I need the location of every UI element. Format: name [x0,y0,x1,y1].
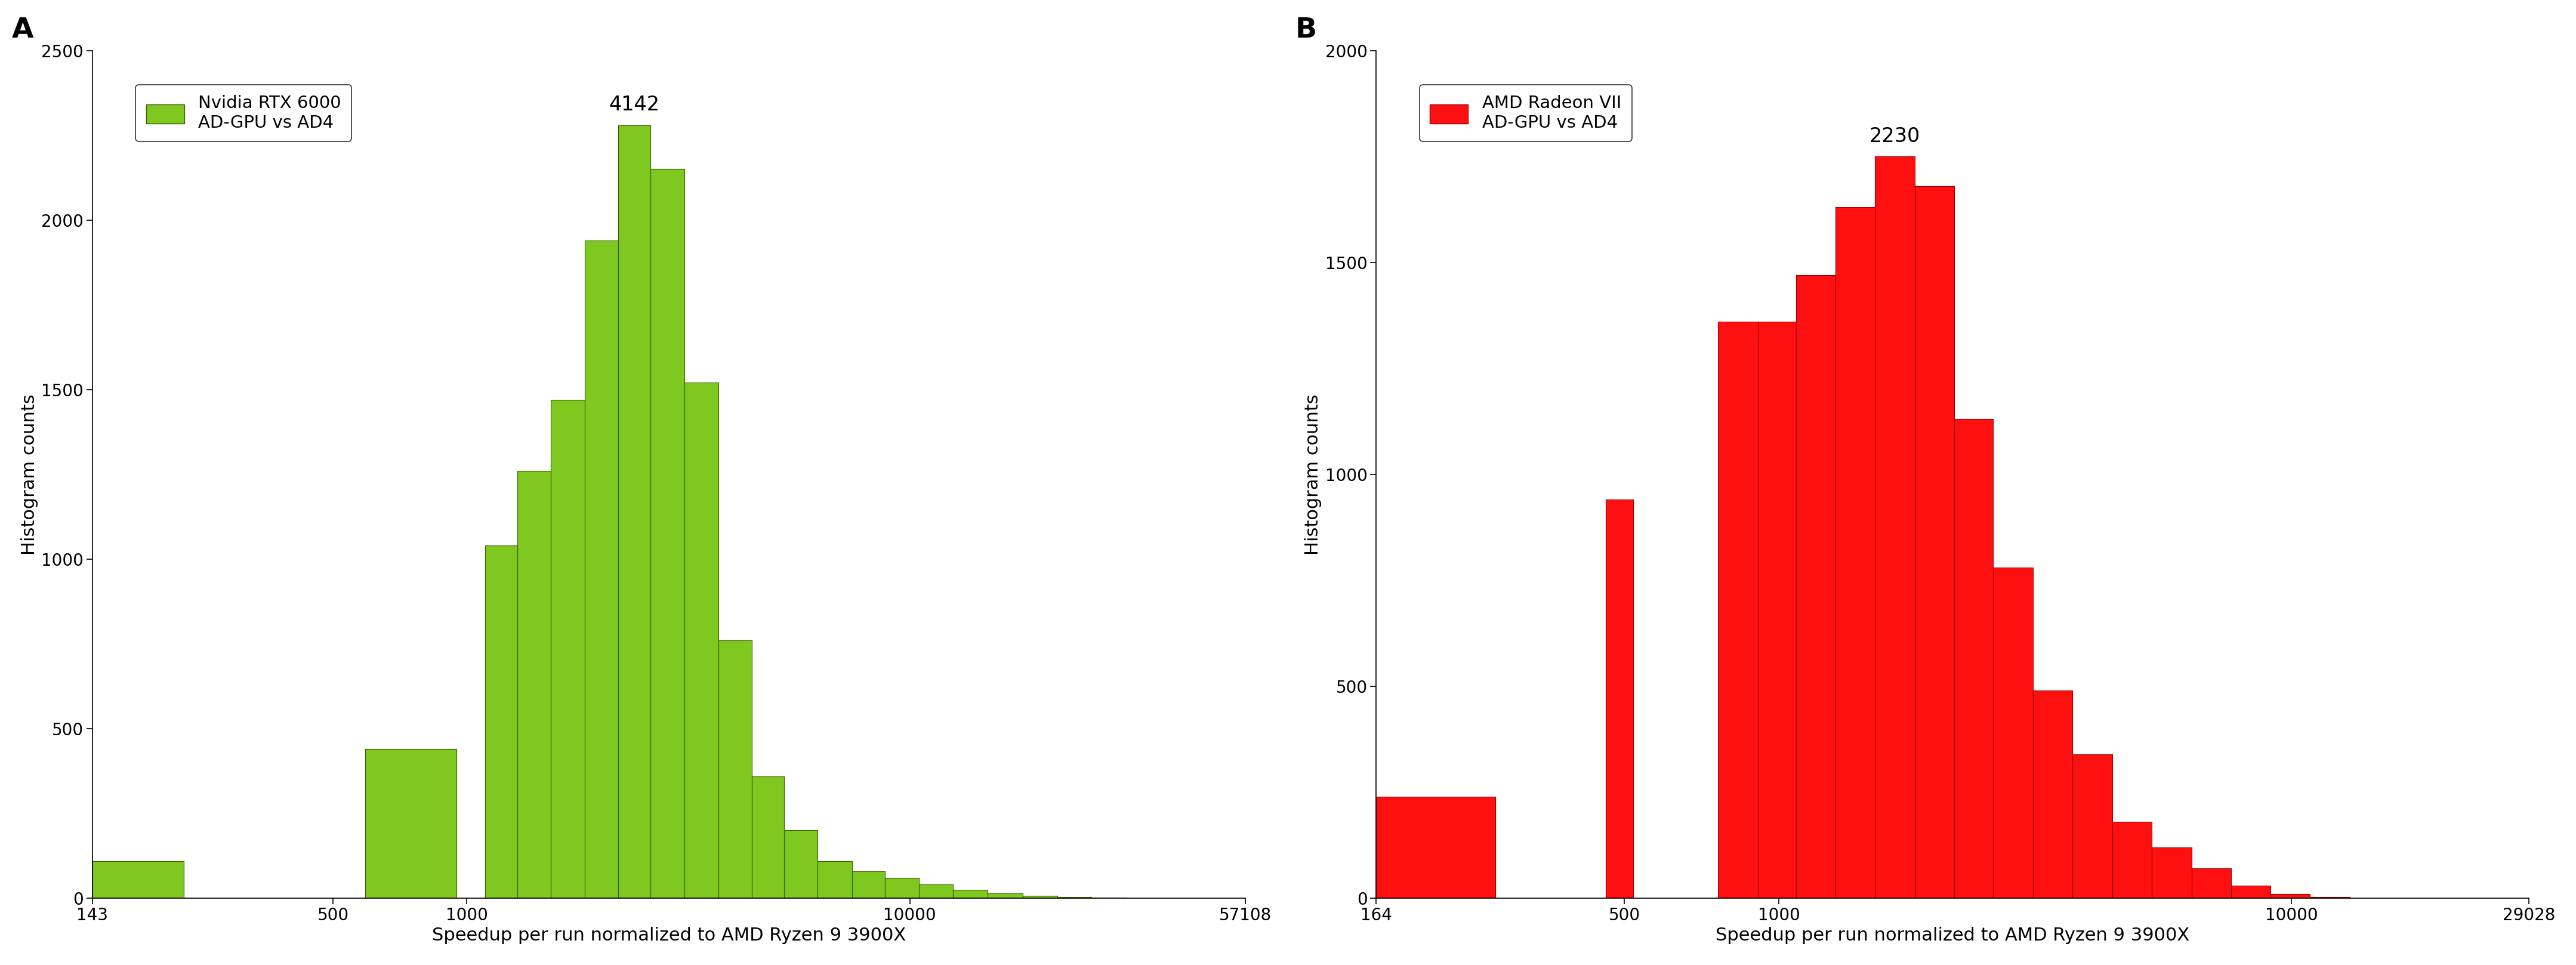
Y-axis label: Histogram counts: Histogram counts [21,394,39,555]
Y-axis label: Histogram counts: Histogram counts [1303,394,1321,555]
Text: 2230: 2230 [1870,126,1919,147]
X-axis label: Speedup per run normalized to AMD Ryzen 9 3900X: Speedup per run normalized to AMD Ryzen … [1716,927,2190,945]
Text: B: B [1296,16,1316,43]
Text: 4142: 4142 [608,96,659,115]
Legend: AMD Radeon VII
AD-GPU vs AD4: AMD Radeon VII AD-GPU vs AD4 [1419,85,1631,142]
Legend: Nvidia RTX 6000
AD-GPU vs AD4: Nvidia RTX 6000 AD-GPU vs AD4 [137,85,353,142]
Text: A: A [13,16,33,43]
X-axis label: Speedup per run normalized to AMD Ryzen 9 3900X: Speedup per run normalized to AMD Ryzen … [433,927,907,945]
